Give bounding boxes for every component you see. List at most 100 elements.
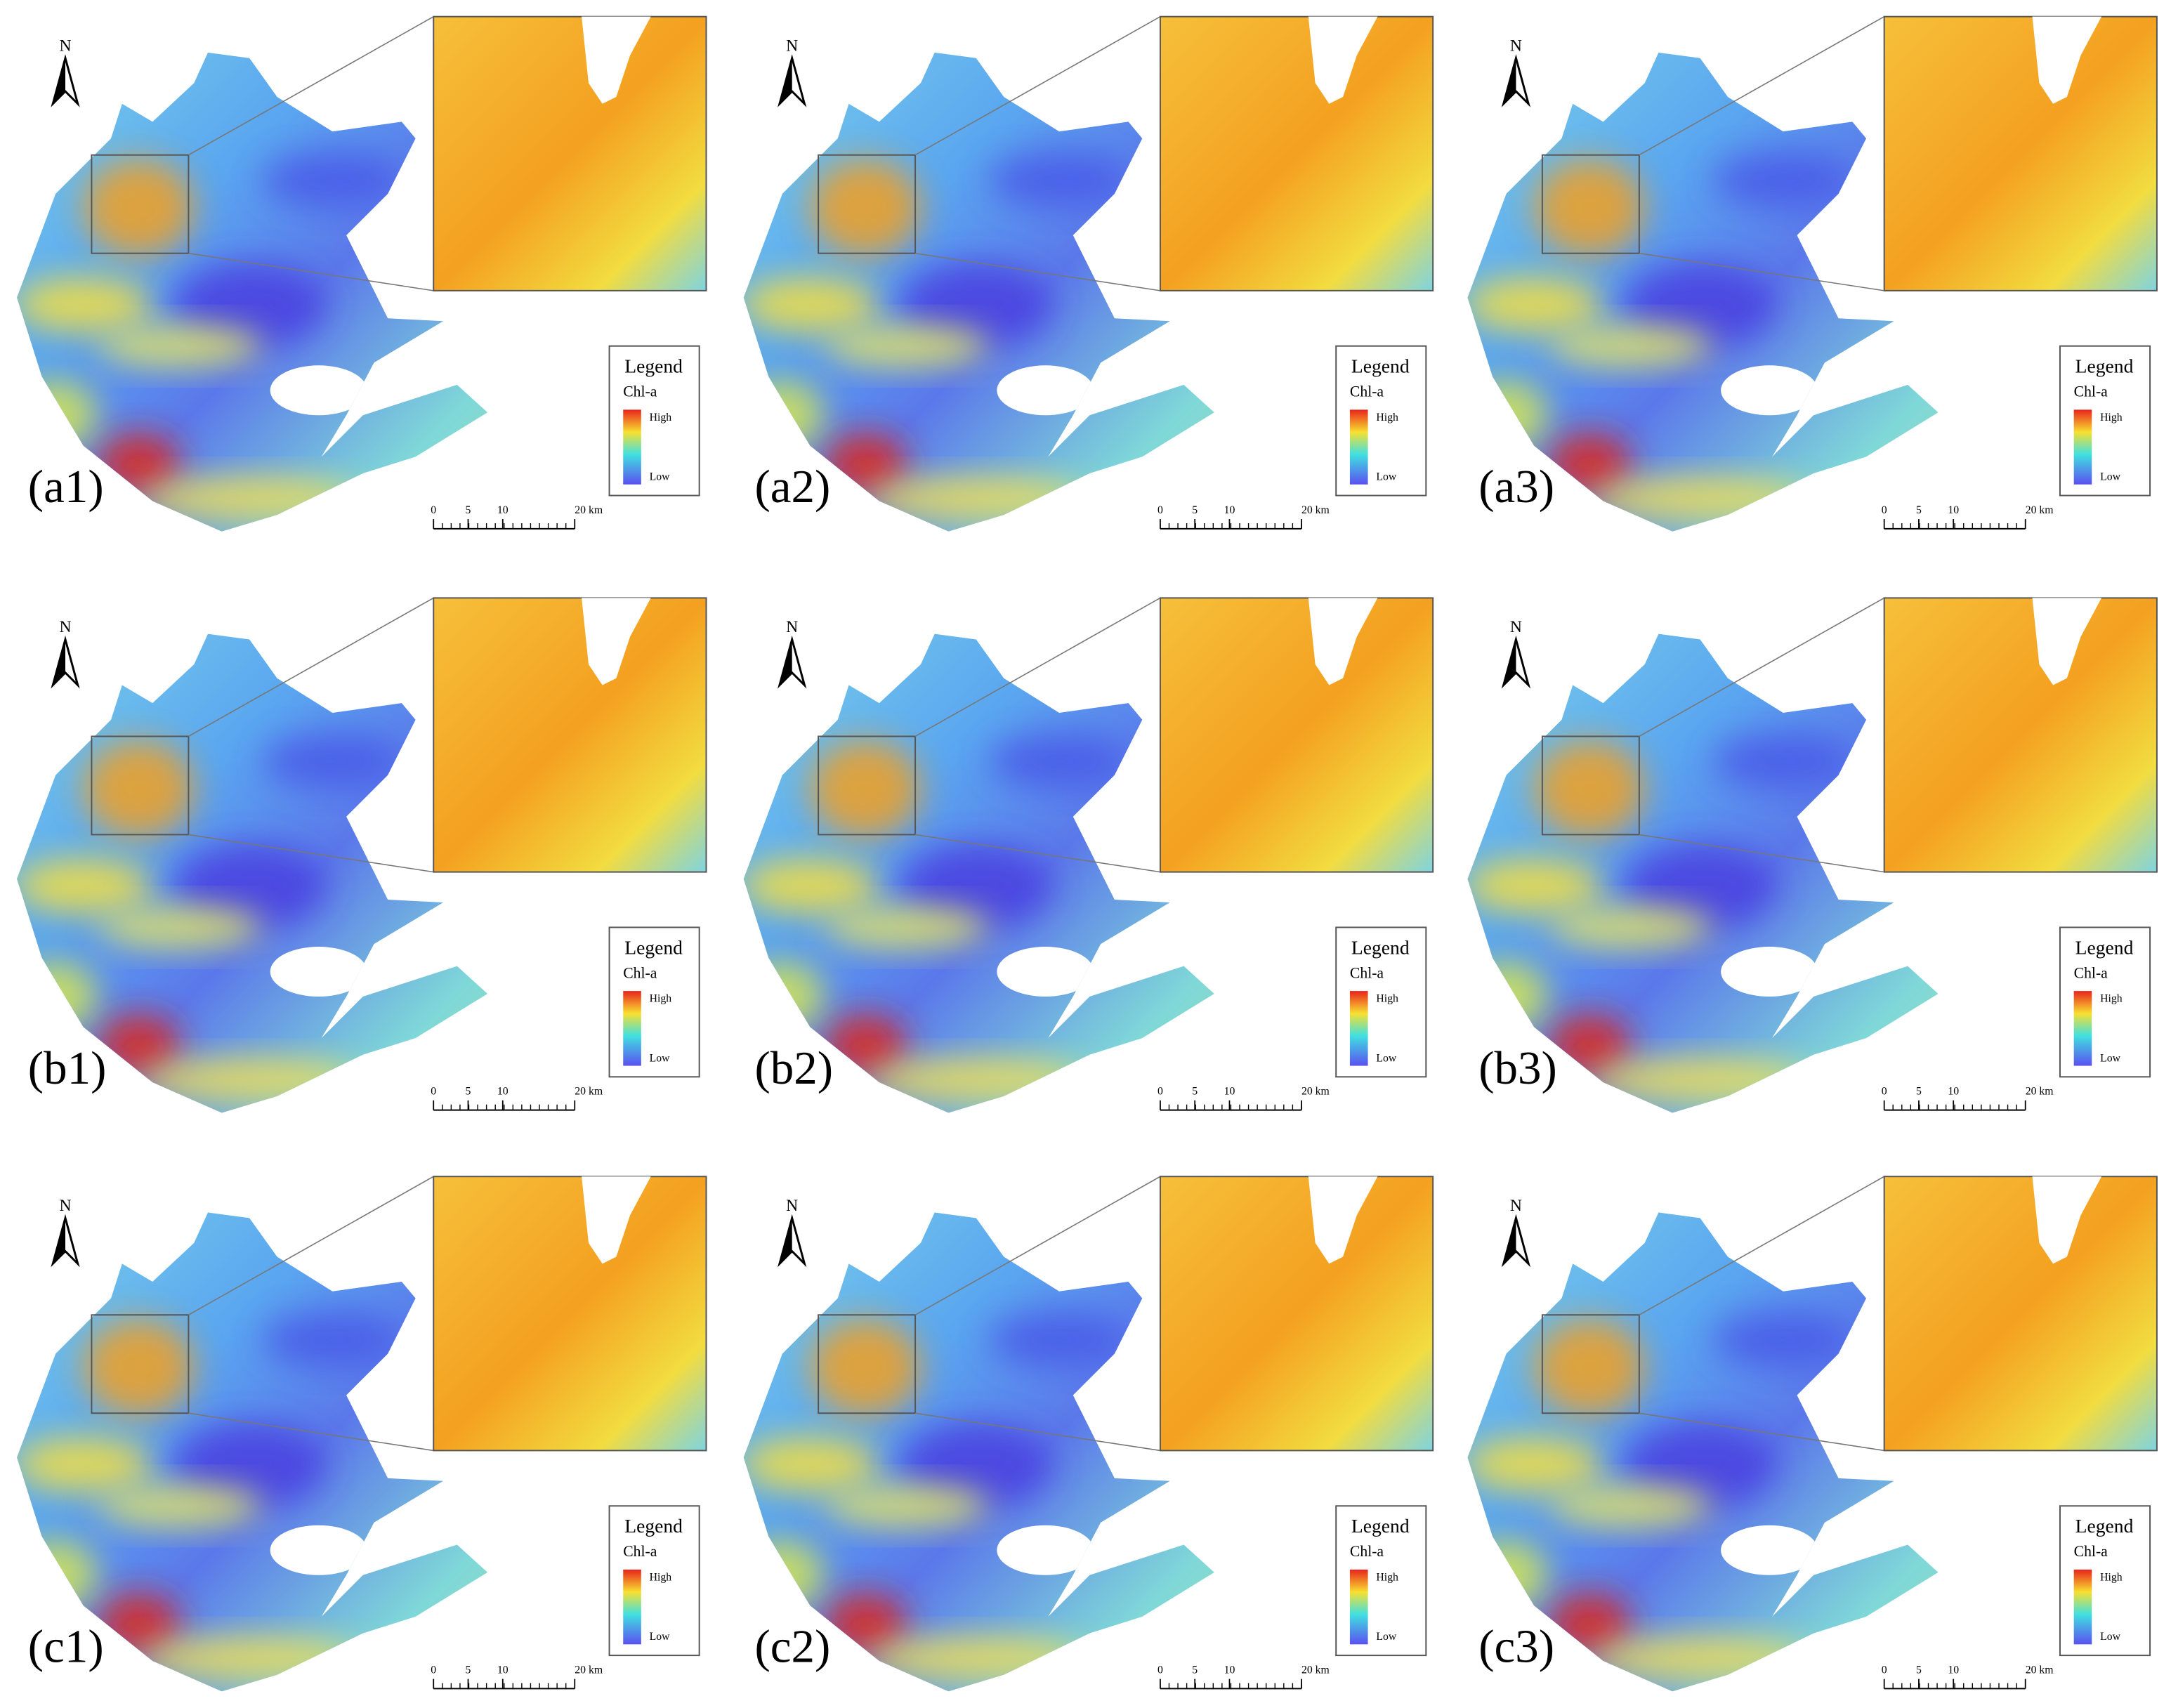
inset-box [1541, 154, 1640, 254]
chl-patch [1467, 858, 1603, 914]
inset-connector [188, 1176, 434, 1315]
chl-patch [990, 1312, 1129, 1368]
chl-patch [138, 1637, 360, 1679]
legend-high: High [2100, 993, 2123, 1005]
inset-connector [188, 252, 434, 291]
chl-patch [1547, 1485, 1714, 1527]
chl-patch [810, 159, 921, 256]
inset-land [1308, 598, 1378, 685]
panel-label: (a1) [28, 461, 104, 513]
island [1721, 947, 1818, 997]
scale-label: 10 [497, 1664, 509, 1676]
scale-label: 0 [431, 1664, 436, 1676]
inset-box [91, 735, 190, 836]
map-panel: N Legend Chl-a High Low 0 5 10 20 km (c3) [1467, 1176, 2158, 1692]
inset-land [1308, 16, 1378, 104]
chl-patch [865, 477, 1087, 520]
map-panel: N Legend Chl-a High Low 0 5 10 20 km (b1) [17, 597, 707, 1113]
north-arrow-fill [779, 639, 792, 685]
inset-connector [914, 1412, 1161, 1452]
inset-land [2032, 598, 2102, 685]
legend-ramp [623, 1569, 641, 1645]
inset-connector [1639, 15, 1885, 156]
legend-high: High [650, 993, 672, 1005]
chl-patch [1534, 159, 1645, 256]
scale-label: 20 km [2026, 1664, 2054, 1676]
chl-patch [824, 906, 990, 949]
chl-patch [17, 858, 153, 914]
chl-patch [743, 380, 825, 450]
scale-label: 10 [1948, 1664, 1959, 1676]
inset-zoom [433, 15, 707, 291]
scale-label: 5 [1192, 1664, 1198, 1676]
chl-patch [1534, 740, 1645, 838]
chl-patch [1467, 380, 1548, 450]
chl-patch [138, 1058, 360, 1101]
legend-title: Legend [1351, 355, 1410, 377]
legend-ramp [623, 991, 641, 1066]
chl-patch [263, 1312, 402, 1368]
legend-ramp [623, 409, 641, 485]
inset-connector [914, 15, 1161, 156]
legend-title: Legend [624, 1515, 683, 1537]
legend-variable: Chl-a [1350, 1543, 1384, 1560]
scale-label: 20 km [2026, 1086, 2054, 1098]
chl-patch [824, 1485, 990, 1527]
inset-connector [188, 1412, 434, 1452]
chl-patch [1467, 961, 1548, 1032]
island [997, 947, 1094, 997]
chl-patch [1714, 1312, 1853, 1368]
inset-land [1308, 1176, 1378, 1264]
north-arrow-fill [53, 58, 66, 104]
north-arrow-fill [1503, 1218, 1516, 1264]
legend-high: High [2100, 412, 2123, 423]
scale-label: 5 [1192, 1086, 1198, 1098]
chl-patch [1467, 1540, 1548, 1610]
chl-patch [173, 844, 326, 928]
legend-title: Legend [624, 936, 683, 958]
chl-patch [173, 1423, 326, 1506]
legend-variable: Chl-a [623, 964, 657, 981]
inset-connector [188, 15, 434, 156]
north-label: N [786, 618, 798, 636]
scale-label: 0 [1157, 1664, 1163, 1676]
chl-patch [810, 1319, 921, 1417]
scale-label: 20 km [1301, 1664, 1330, 1676]
north-arrow-fill [1503, 58, 1516, 104]
scale-label: 0 [1882, 504, 1887, 516]
chl-patch [990, 152, 1129, 208]
panel-label: (c1) [28, 1621, 104, 1673]
island [997, 365, 1094, 416]
scale-label: 10 [1224, 504, 1235, 516]
inset-zoom [1159, 15, 1434, 291]
chl-patch [17, 380, 98, 450]
north-label: N [1510, 37, 1522, 55]
legend-title: Legend [2075, 936, 2134, 958]
panel-label: (a3) [1478, 461, 1554, 513]
chl-patch [1534, 1319, 1645, 1417]
north-arrow-fill [779, 58, 792, 104]
chl-patch [1624, 844, 1776, 928]
chl-patch [173, 263, 326, 346]
scale-label: 0 [431, 1086, 436, 1098]
panel-label: (c3) [1478, 1621, 1554, 1673]
scale-label: 20 km [1301, 504, 1330, 516]
scale-label: 10 [1224, 1086, 1235, 1098]
panel-label: (c2) [754, 1621, 830, 1673]
inset-connector [914, 834, 1161, 873]
scale-label: 5 [466, 504, 471, 516]
chl-patch [865, 1637, 1087, 1679]
legend-title: Legend [2075, 355, 2134, 377]
north-label: N [786, 1197, 798, 1215]
scale-label: 10 [1948, 504, 1959, 516]
chl-patch [263, 733, 402, 789]
chl-patch [1624, 263, 1776, 346]
chl-patch [17, 961, 98, 1032]
chl-patch [1589, 1058, 1811, 1101]
north-label: N [1510, 1197, 1522, 1215]
legend-ramp [1349, 1569, 1368, 1645]
chl-patch [138, 477, 360, 520]
chl-patch [865, 1058, 1087, 1101]
scale-label: 10 [497, 1086, 509, 1098]
